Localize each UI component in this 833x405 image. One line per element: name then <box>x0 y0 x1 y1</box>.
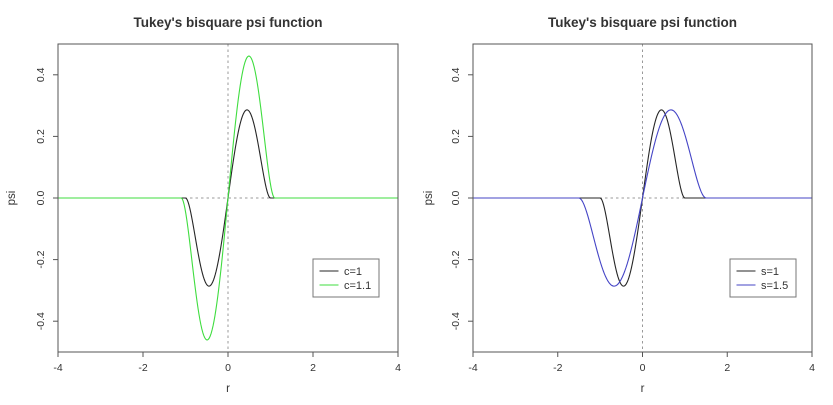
x-tick-label: 2 <box>310 362 316 374</box>
plot-title: Tukey's bisquare psi function <box>134 15 323 30</box>
legend-box <box>312 258 380 298</box>
legend-label: c=1.1 <box>344 280 371 292</box>
y-tick-label: 0.4 <box>450 67 462 82</box>
y-tick-label: 0.0 <box>450 191 462 206</box>
legend-box <box>729 258 797 298</box>
x-axis-label: r <box>641 383 645 395</box>
legend-label: s=1.5 <box>761 280 788 292</box>
x-tick-label: 0 <box>640 362 646 374</box>
x-axis-label: r <box>226 383 230 395</box>
x-tick-label: 2 <box>724 362 730 374</box>
y-axis-label: psi <box>423 191 435 206</box>
x-tick-label: 4 <box>395 362 401 374</box>
y-tick-label: 0.2 <box>35 129 47 144</box>
legend-label: c=1 <box>344 266 362 278</box>
x-tick-label: 4 <box>809 362 815 374</box>
y-tick-label: -0.4 <box>450 312 462 330</box>
x-tick-label: 0 <box>225 362 231 374</box>
x-tick-label: -2 <box>138 362 147 374</box>
y-tick-label: 0.2 <box>450 129 462 144</box>
plot-title: Tukey's bisquare psi function <box>548 15 737 30</box>
y-tick-label: -0.2 <box>35 250 47 268</box>
y-axis-label: psi <box>6 191 18 206</box>
y-tick-label: 0.4 <box>35 67 47 82</box>
legend-label: s=1 <box>761 266 779 278</box>
x-tick-label: -4 <box>468 362 477 374</box>
y-tick-label: 0.0 <box>35 191 47 206</box>
series-curve-s-1-5 <box>473 109 812 287</box>
plot-panel-left: Tukey's bisquare psi function -4 -2 0 2 4 -0.4… <box>6 15 401 395</box>
x-tick-label: -4 <box>53 362 62 374</box>
series-curve-c-1-1 <box>58 55 398 341</box>
plot-panel-right: Tukey's bisquare psi function -4 -2 0 2 4 -0.4… <box>423 15 815 395</box>
x-tick-label: -2 <box>553 362 562 374</box>
y-tick-label: -0.4 <box>35 312 47 330</box>
y-tick-label: -0.2 <box>450 250 462 268</box>
